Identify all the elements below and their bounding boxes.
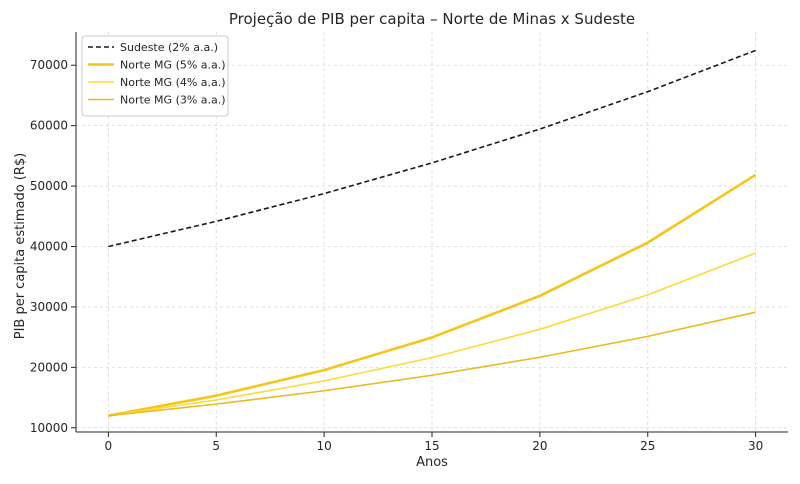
series-lines: [108, 49, 757, 417]
series-line-2: [108, 252, 756, 417]
y-tick-label: 60000: [30, 119, 68, 133]
legend-label-3: Norte MG (3% a.a.): [120, 94, 226, 107]
legend-label-1: Norte MG (5% a.a.): [120, 59, 226, 72]
x-tick-label: 5: [212, 439, 220, 453]
x-tick-label: 15: [424, 439, 439, 453]
legend-label-2: Norte MG (4% a.a.): [120, 76, 226, 89]
y-tick-label: 20000: [30, 360, 68, 374]
legend: Sudeste (2% a.a.) Norte MG (5% a.a.) Norte…: [81, 35, 229, 117]
x-tick-label: 0: [105, 439, 113, 453]
y-axis-label: PIB per capita estimado (R$): [13, 153, 28, 340]
x-tick-label: 25: [640, 439, 655, 453]
grid: [76, 32, 788, 432]
ticks: 0 5 10 15 20 25 30 10000 20000 30000 40000 50000 600…: [30, 58, 763, 453]
x-tick-label: 10: [316, 439, 331, 453]
chart-title: Projeção de PIB per capita – Norte de Mi…: [229, 10, 635, 28]
series-line-3: [108, 311, 756, 417]
legend-label-0: Sudeste (2% a.a.): [120, 41, 218, 54]
y-tick-label: 50000: [30, 179, 68, 193]
x-tick-label: 20: [532, 439, 547, 453]
series-line-1: [108, 173, 757, 417]
legend-box: [81, 35, 229, 117]
y-tick-label: 30000: [30, 300, 68, 314]
x-axis-label: Anos: [416, 455, 448, 470]
x-tick-label: 30: [748, 439, 763, 453]
series-line-0: [108, 49, 756, 248]
y-tick-label: 10000: [30, 421, 68, 435]
y-tick-label: 70000: [30, 58, 68, 72]
y-tick-label: 40000: [30, 240, 68, 254]
